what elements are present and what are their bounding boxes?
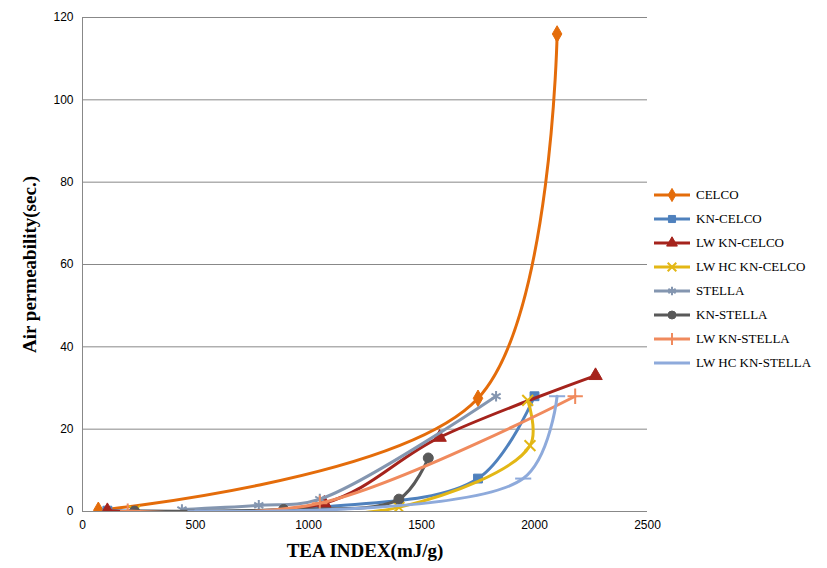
html-text:STELLA: STELLA (696, 283, 745, 298)
html-text:LW KN-STELLA: LW KN-STELLA (696, 331, 790, 346)
html-text:KN-CELCO: KN-CELCO (696, 211, 762, 226)
svg-text:100: 100 (53, 93, 73, 107)
svg-text:40: 40 (60, 340, 74, 354)
svg-text:120: 120 (53, 10, 73, 24)
svg-text:Air permeability(sec.): Air permeability(sec.) (19, 176, 41, 353)
svg-text:500: 500 (185, 518, 205, 532)
html-text:LW HC KN-CELCO: LW HC KN-CELCO (696, 259, 806, 274)
svg-text:20: 20 (60, 422, 74, 436)
svg-text:1500: 1500 (408, 518, 435, 532)
svg-text:1000: 1000 (295, 518, 322, 532)
svg-text:0: 0 (79, 518, 86, 532)
html-text:LW KN-CELCO: LW KN-CELCO (696, 235, 784, 250)
svg-text:2000: 2000 (521, 518, 548, 532)
svg-text:80: 80 (60, 175, 74, 189)
html-text:KN-STELLA: KN-STELLA (696, 307, 768, 322)
svg-text:60: 60 (60, 257, 74, 271)
svg-text:0: 0 (67, 504, 74, 518)
html-text:CELCO: CELCO (696, 187, 739, 202)
svg-text:TEA INDEX(mJ/g): TEA INDEX(mJ/g) (287, 540, 444, 562)
html-text:LW HC KN-STELLA: LW HC KN-STELLA (696, 355, 812, 370)
svg-text:2500: 2500 (634, 518, 661, 532)
